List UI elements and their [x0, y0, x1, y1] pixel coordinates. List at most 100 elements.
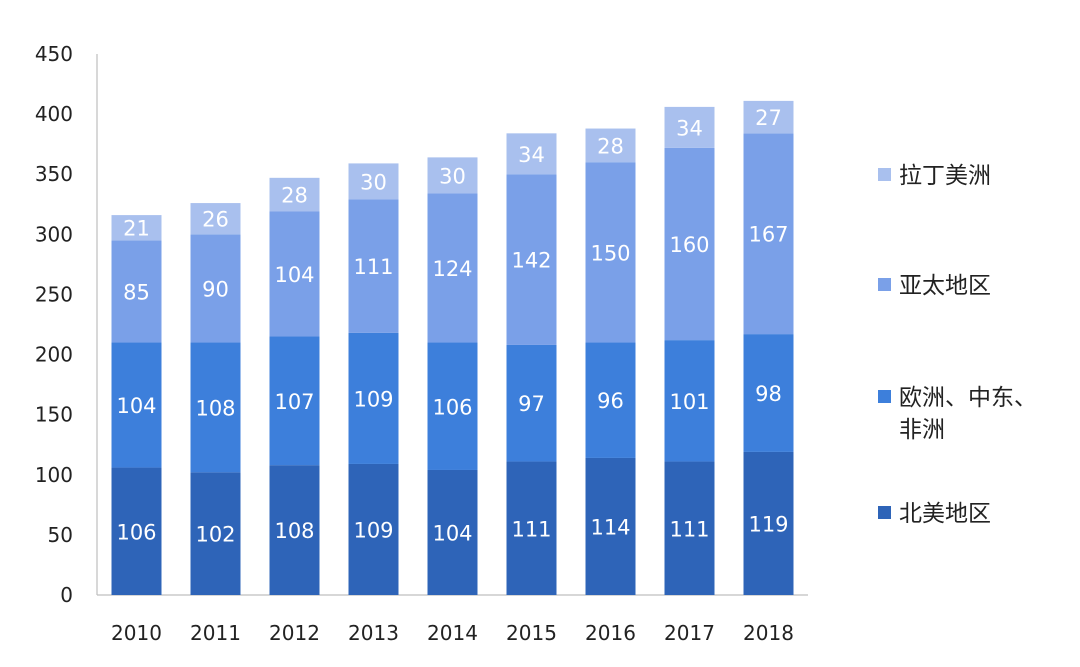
bar-segment	[506, 174, 557, 345]
data-label: 85	[123, 280, 150, 304]
bars	[111, 100, 794, 595]
data-label: 104	[432, 521, 472, 545]
x-tick-label: 2015	[506, 621, 557, 645]
bar-segment	[743, 334, 794, 452]
bar-segment	[585, 128, 636, 163]
bar-segment	[111, 467, 162, 595]
data-label: 109	[353, 387, 393, 411]
y-tick-label: 100	[35, 463, 73, 487]
bar-segment	[664, 106, 715, 148]
x-tick-label: 2017	[664, 621, 715, 645]
data-label: 107	[274, 390, 314, 414]
bar-segment	[506, 344, 557, 462]
bar-segment	[348, 199, 399, 333]
data-label: 160	[669, 233, 709, 257]
y-axis: 0 50 100 150 200 250 300 350 400 450	[35, 42, 98, 607]
bar-segment	[664, 147, 715, 341]
x-tick-label: 2016	[585, 621, 636, 645]
bar-segment	[190, 342, 241, 473]
bar-segment	[585, 457, 636, 595]
bar-segment	[111, 240, 162, 343]
y-tick-label: 0	[60, 583, 73, 607]
legend-swatch-emea	[878, 390, 891, 403]
y-tick-label: 150	[35, 403, 73, 427]
data-label: 26	[202, 208, 229, 232]
data-label: 108	[274, 519, 314, 543]
x-tick-label: 2018	[743, 621, 794, 645]
data-label: 28	[597, 134, 624, 158]
data-label: 97	[518, 392, 545, 416]
bar-segment	[269, 336, 320, 466]
data-label: 150	[590, 241, 630, 265]
data-label: 142	[511, 249, 551, 273]
data-label: 96	[597, 389, 624, 413]
bar-segment	[664, 340, 715, 462]
y-tick-label: 400	[35, 102, 73, 126]
bar-segment	[190, 234, 241, 343]
data-label: 114	[590, 515, 630, 539]
bar-segment	[743, 133, 794, 335]
y-tick-label: 250	[35, 282, 73, 306]
bar-segment	[111, 215, 162, 241]
data-label: 30	[360, 170, 387, 194]
x-tick-label: 2014	[427, 621, 478, 645]
y-tick-label: 450	[35, 42, 73, 66]
x-tick-label: 2011	[190, 621, 241, 645]
legend-swatch-latin-america	[878, 168, 891, 181]
y-tick-label: 200	[35, 343, 73, 367]
data-label: 34	[676, 116, 703, 140]
data-label: 111	[511, 517, 551, 541]
legend-item-north-america: 北美地区	[878, 498, 1069, 530]
data-label: 104	[116, 394, 156, 418]
legend-swatch-north-america	[878, 506, 891, 519]
bar-segment	[348, 163, 399, 200]
legend-item-asia-pacific: 亚太地区	[878, 270, 1069, 302]
data-label: 30	[439, 164, 466, 188]
data-label: 34	[518, 143, 545, 167]
x-axis: 2010 2011 2012 2013 2014 2015 2016 2017 2018	[97, 594, 808, 645]
bar-segment	[269, 465, 320, 595]
data-label: 167	[748, 223, 788, 247]
bar-segment	[664, 461, 715, 595]
bar-segment	[743, 451, 794, 595]
data-label: 108	[195, 396, 235, 420]
bar-segment	[348, 332, 399, 464]
data-label: 109	[353, 518, 393, 542]
data-label: 28	[281, 184, 308, 208]
bar-segment	[506, 133, 557, 175]
legend-label-north-america: 北美地区	[899, 501, 991, 527]
data-label: 111	[353, 255, 393, 279]
bar-segment	[427, 157, 478, 194]
x-tick-label: 2012	[269, 621, 320, 645]
data-label: 119	[748, 512, 788, 536]
bar-segment	[743, 100, 794, 134]
data-label: 90	[202, 277, 229, 301]
legend-label-asia-pacific: 亚太地区	[899, 273, 991, 299]
legend-item-emea: 欧洲、中东、非洲	[878, 382, 1054, 446]
bar-segment	[427, 469, 478, 595]
bar-segment	[111, 342, 162, 468]
legend-label-emea: 欧洲、中东、非洲	[899, 385, 1037, 443]
bar-segment	[348, 463, 399, 595]
x-tick-label: 2013	[348, 621, 399, 645]
data-label: 106	[116, 520, 156, 544]
x-tick-label: 2010	[111, 621, 162, 645]
data-label: 101	[669, 390, 709, 414]
legend-swatch-asia-pacific	[878, 278, 891, 291]
data-label: 27	[755, 106, 782, 130]
bar-segment	[269, 211, 320, 337]
legend-label-latin-america: 拉丁美洲	[899, 163, 991, 189]
bar-segment	[269, 177, 320, 212]
y-tick-label: 50	[48, 523, 73, 547]
segment-labels: 106 104 85 21 102 108 90 26 108 107 104 28 109 109 111…	[116, 106, 788, 547]
legend-item-latin-america: 拉丁美洲	[878, 160, 1069, 192]
data-label: 124	[432, 257, 472, 281]
data-label: 111	[669, 517, 709, 541]
data-label: 102	[195, 523, 235, 547]
bar-segment	[427, 193, 478, 343]
bar-segment	[506, 461, 557, 595]
y-tick-label: 350	[35, 162, 73, 186]
bar-segment	[190, 203, 241, 235]
data-label: 104	[274, 263, 314, 287]
